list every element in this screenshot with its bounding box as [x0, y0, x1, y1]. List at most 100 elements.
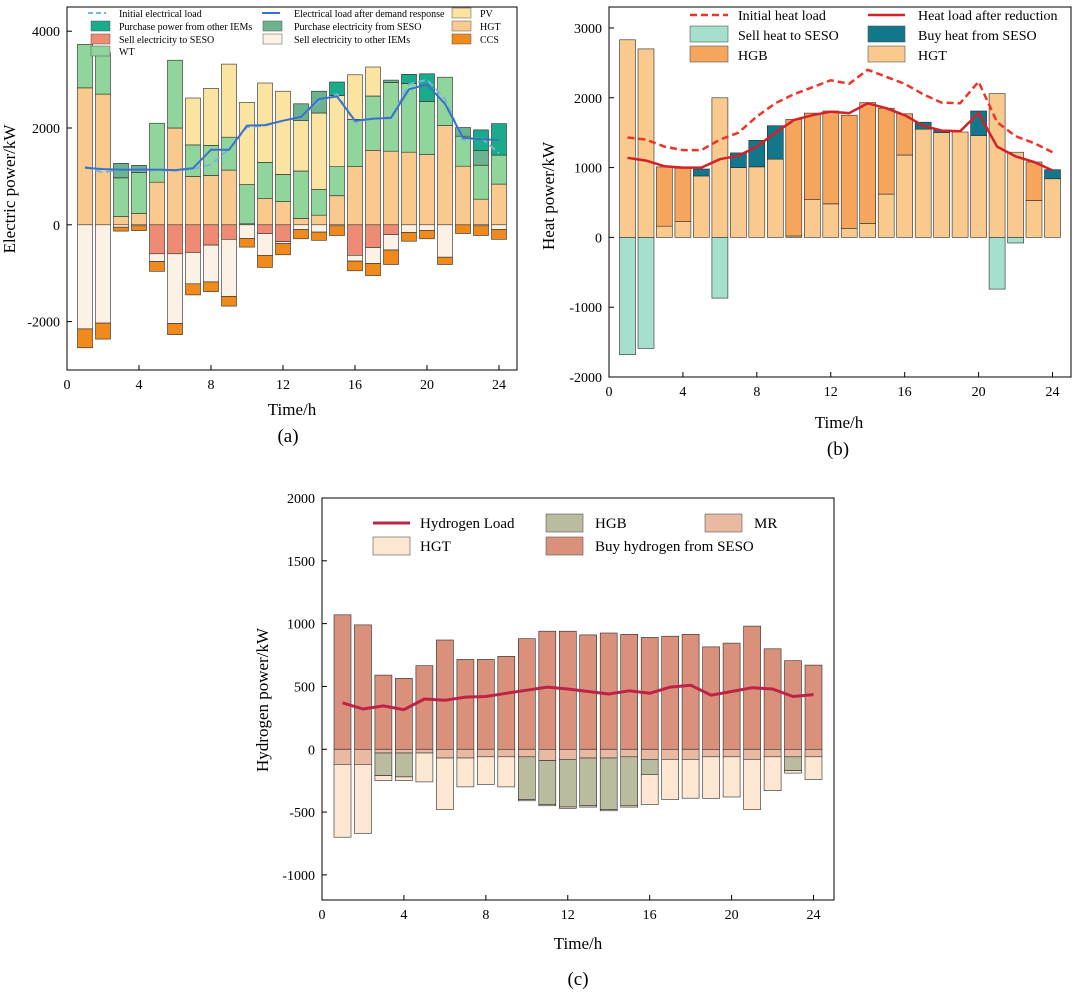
bar-a-sell_seso-h18 [383, 224, 399, 235]
bar-c-hgt_h2-h11 [538, 804, 557, 807]
bar-a-hgt-h17 [365, 150, 381, 226]
y-tick-label-c-1500: 1500 [287, 555, 315, 570]
y-tick-label-c-2000: 2000 [287, 492, 315, 507]
y-tick-label-c--500: -500 [289, 806, 315, 821]
bar-a-ccs-h7 [185, 283, 201, 296]
legend-swatch-buy-h2 [545, 536, 584, 556]
legend-label-hgb-heat: HGB [738, 49, 768, 64]
bar-c-mr_h2-h6 [436, 748, 454, 759]
bar-a-sell_iem-h16 [347, 255, 363, 262]
bar-c-mr_h2-h3 [374, 748, 393, 754]
bar-c-buy_h2-h11 [538, 630, 557, 750]
bar-a-sell_iem-h24 [491, 224, 507, 230]
bar-c-hgt_h2-h1 [333, 763, 352, 838]
bar-a-purchase_seso-h13 [293, 103, 309, 122]
bar-b-buy_heat-h5 [693, 168, 710, 177]
bar-c-buy_h2-h19 [702, 646, 720, 750]
bar-b-sell_heat-h1 [619, 237, 636, 355]
bar-c-mr_h2-h5 [415, 748, 434, 754]
bar-c-hgt_h2-h19 [702, 756, 720, 799]
x-axis-label-c: Time/h [554, 934, 603, 953]
bar-c-buy_h2-h20 [722, 642, 741, 750]
bar-a-purchase_seso-h23 [473, 150, 489, 166]
bar-c-buy_h2-h18 [681, 633, 700, 750]
legend-swatch-purchase-iem [90, 20, 111, 32]
bar-a-wt-h16 [347, 119, 363, 168]
bar-a-sell_iem-h8 [203, 244, 219, 283]
y-tick-label-b-2000: 2000 [574, 92, 602, 107]
x-tick-label-a-16: 16 [348, 378, 362, 393]
bar-a-sell_iem-h3 [113, 224, 129, 228]
bar-b-sell_heat-h21 [988, 237, 1006, 290]
x-tick-label-b-20: 20 [972, 385, 986, 400]
bar-b-hgt_heat-h24 [1044, 178, 1061, 238]
legend-swatch-ccs [451, 33, 472, 45]
panel-c: 0 4 8 12 16 20 24 -1000 -500 0 500 1000 1500 2000 Hyd… [253, 492, 835, 990]
legend-label-sell-heat: Sell heat to SESO [738, 29, 839, 44]
bar-a-sell_iem-h5 [149, 253, 165, 262]
bar-b-hgt_heat-h22 [1007, 151, 1024, 238]
bar-a-ccs-h20 [419, 230, 435, 240]
legend-swatch-hgb-heat [689, 45, 729, 63]
bar-a-hgt-h23 [473, 198, 489, 226]
legend-label-hgt-h2: HGT [420, 539, 451, 555]
bar-c-hgt_h2-h5 [415, 752, 434, 783]
legend-swatch-hgt-h2 [372, 536, 411, 556]
bar-c-mr_h2-h16 [640, 748, 659, 760]
bar-a-ccs-h15 [329, 225, 345, 236]
bar-a-wt-h12 [275, 174, 291, 202]
bar-a-sell_iem-h18 [383, 234, 399, 251]
bar-a-pv-h8 [203, 88, 219, 146]
bar-a-sell_seso-h16 [347, 224, 363, 256]
x-tick-label-c-20: 20 [725, 908, 739, 923]
bar-c-hgb_h2-h10 [517, 756, 536, 800]
bar-a-sell_iem-h10 [239, 224, 255, 239]
bar-c-hgt_h2-h7 [456, 757, 475, 788]
bar-c-hgt_h2-h18 [681, 758, 700, 799]
bar-b-hgt_heat-h19 [951, 131, 969, 238]
x-axis-label-b: Time/h [815, 413, 864, 432]
bar-a-ccs-h12 [275, 243, 291, 256]
x-tick-label-b-16: 16 [898, 385, 912, 400]
bar-a-sell_seso-h8 [203, 224, 219, 246]
bar-b-hgt_heat-h9 [766, 158, 784, 238]
bar-c-hgb_h2-h12 [558, 758, 577, 808]
legend-label-init-heat: Initial heat load [738, 9, 826, 24]
bar-a-hgt-h24 [491, 183, 507, 226]
caption-c: (c) [567, 969, 588, 990]
bar-a-pv-h15 [329, 95, 345, 167]
bar-c-hgb_h2-h13 [579, 757, 598, 807]
x-tick-label-a-24: 24 [492, 378, 506, 393]
bar-a-hgt-h19 [401, 151, 417, 226]
y-tick-label-c--1000: -1000 [282, 869, 315, 884]
bar-a-sell_seso-h7 [185, 224, 201, 253]
bar-a-hgt-h16 [347, 166, 363, 226]
legend-swatch-hgt-heat [867, 45, 906, 63]
bar-a-wt-h11 [257, 162, 273, 199]
bar-a-hgt-h7 [185, 176, 201, 226]
legend-label-hgt-heat: HGT [918, 49, 947, 64]
bar-b-hgt_heat-h21 [988, 93, 1006, 238]
bar-a-sell_seso-h9 [221, 224, 237, 240]
y-tick-label-b--1000: -1000 [569, 301, 602, 316]
bar-a-pv-h13 [293, 120, 309, 172]
bar-c-hgt_h2-h13 [579, 805, 598, 808]
bar-b-hgt_heat-h11 [803, 199, 821, 238]
bar-a-wt-h5 [149, 122, 165, 183]
y-tick-label-a-2000: 2000 [32, 122, 60, 137]
bar-a-ccs-h1 [77, 328, 93, 349]
bar-a-purchase_iem-h20 [419, 73, 435, 102]
bar-a-hgt-h22 [455, 165, 471, 226]
bar-c-hgb_h2-h16 [640, 758, 659, 775]
bar-c-buy_h2-h3 [374, 674, 393, 750]
bar-c-mr_h2-h18 [681, 748, 700, 760]
bar-a-ccs-h16 [347, 260, 363, 272]
x-tick-label-a-20: 20 [420, 378, 434, 393]
line-a-dr_load [84, 83, 500, 172]
bar-c-hgt_h2-h6 [436, 757, 454, 810]
bar-a-ccs-h2 [95, 322, 111, 340]
bar-c-buy_h2-h5 [415, 665, 434, 750]
x-axis-label-a: Time/h [268, 400, 317, 419]
x-tick-label-c-12: 12 [561, 908, 575, 923]
bar-a-pv-h11 [257, 82, 273, 163]
